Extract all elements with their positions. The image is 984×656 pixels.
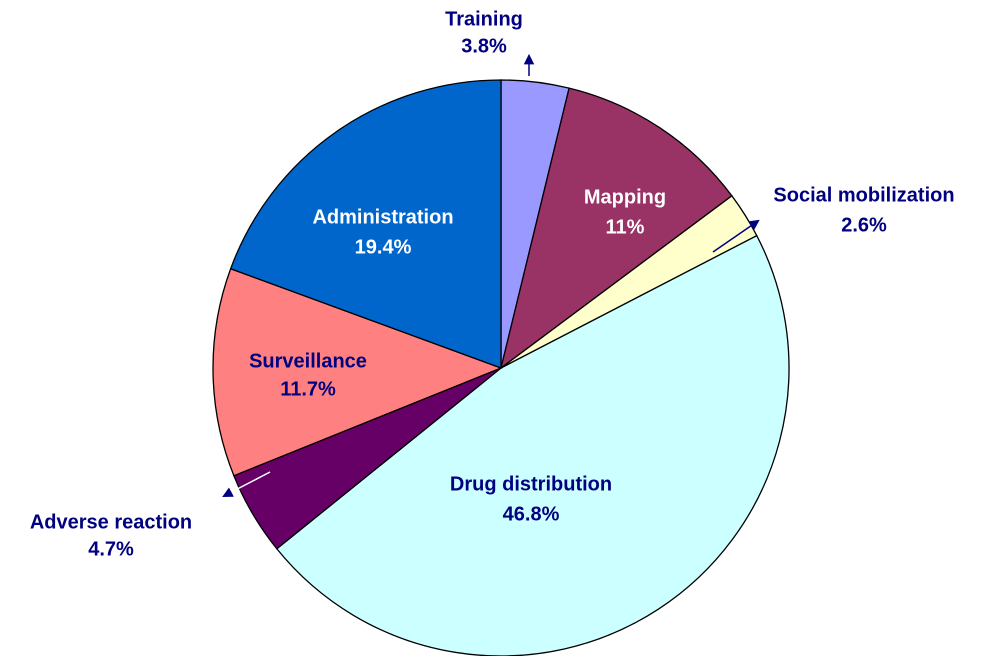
pie-slice	[275, 234, 790, 656]
slice-label: Training	[445, 8, 523, 30]
value-label: 3.8%	[461, 35, 507, 57]
slice-label: Drug distribution	[450, 473, 612, 495]
slice-label: Surveillance	[249, 350, 367, 372]
pie-slice	[229, 79, 502, 369]
leader-arrow	[222, 471, 271, 497]
slice-label: Social mobilization	[773, 184, 954, 206]
value-label: 4.7%	[88, 538, 134, 560]
value-label: 19.4%	[355, 236, 412, 258]
value-label: 2.6%	[841, 214, 887, 236]
pie-slice	[499, 87, 733, 370]
pie-slice	[212, 267, 503, 477]
value-label: 11.7%	[280, 378, 336, 400]
slice-label: Mapping	[584, 186, 666, 208]
slice-label: Adverse reaction	[30, 511, 192, 533]
leader-arrow	[712, 219, 760, 253]
value-label: 46.8%	[503, 503, 560, 525]
slice-label: Administration	[312, 206, 453, 228]
value-label: 11%	[606, 216, 645, 238]
